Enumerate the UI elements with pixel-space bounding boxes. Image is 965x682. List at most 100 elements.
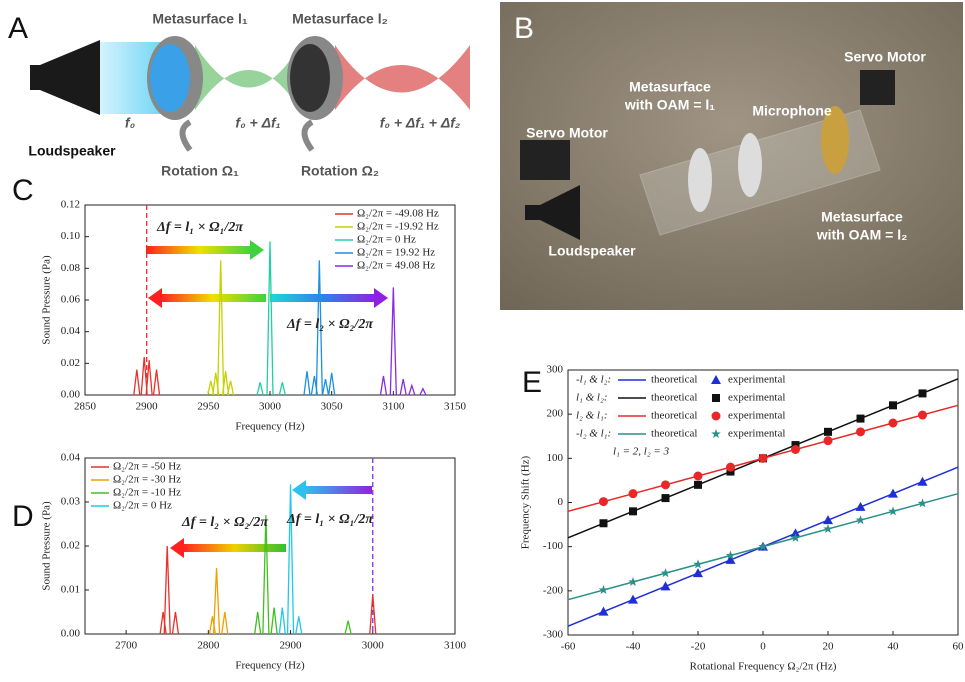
legend-label: experimental	[728, 392, 785, 404]
photo-background	[500, 2, 963, 310]
arrow-head	[170, 538, 184, 558]
label: Metasurface	[821, 209, 903, 225]
marker	[856, 414, 865, 423]
marker	[758, 453, 768, 463]
spectrum-peak	[221, 371, 230, 396]
spectrum-peak	[278, 382, 286, 396]
marker	[917, 476, 928, 486]
y-tick-label: 0.12	[61, 199, 80, 211]
legend-label: Ω₂/2π = 0 Hz	[113, 500, 172, 512]
spectrum-peak	[303, 371, 311, 396]
legend-label: Ω₂/2π = 49.08 Hz	[357, 260, 435, 272]
marker	[823, 524, 833, 534]
y-tick-label: 0.00	[61, 389, 81, 401]
marker	[917, 498, 928, 508]
y-axis-label: Sound Pressure (Pa)	[41, 255, 53, 345]
marker	[758, 541, 768, 551]
spectrum-peak	[152, 369, 161, 396]
spectrum-peak	[278, 607, 286, 635]
marker	[824, 427, 832, 436]
marker	[693, 568, 703, 578]
legend-label: theoretical	[651, 374, 697, 386]
panel-letter: B	[514, 12, 534, 45]
marker	[711, 375, 721, 384]
y-tick-label: 200	[547, 408, 564, 420]
spectrum-peak	[212, 567, 221, 635]
x-tick-label: 3100	[444, 640, 467, 652]
spectrum-peak	[379, 375, 388, 396]
spectrum-peak	[217, 260, 225, 396]
arrow	[182, 544, 286, 552]
legend-name: -l₁ & l₂:	[576, 374, 611, 386]
y-tick-label: 300	[547, 364, 564, 376]
legend-label: Ω₂/2π = 0 Hz	[357, 234, 416, 246]
legend-label: Ω₂/2π = -10 Hz	[113, 487, 181, 499]
marker	[693, 471, 703, 481]
arrow	[304, 486, 372, 494]
y-tick-label: 0.04	[61, 325, 81, 337]
x-tick-label: 0	[760, 641, 766, 653]
spectrum-peak	[221, 611, 229, 635]
marker	[694, 480, 702, 489]
x-tick-label: 3100	[382, 401, 405, 413]
panel-b: B Servo Motor Metasurface with OAM = l₁ …	[500, 2, 963, 310]
spectrum-peak	[262, 515, 270, 635]
arrow	[270, 294, 376, 302]
y-tick-label: 0.02	[61, 357, 80, 369]
panel-a: A Metasurface l₁ Metasurface l₂ f₀ f₀ + …	[8, 11, 470, 179]
arrow-head	[148, 288, 162, 308]
spectrum-peak	[369, 594, 377, 635]
wave	[195, 45, 300, 110]
x-tick-label: 2800	[197, 640, 220, 652]
marker	[660, 581, 671, 591]
x-axis-label: Frequency (Hz)	[235, 660, 305, 672]
annotation: Δf = l₂ × Ω₂/2π	[181, 515, 268, 530]
label: with OAM = l₂	[816, 227, 908, 243]
legend-label: Ω₂/2π = -49.08 Hz	[357, 208, 439, 220]
y-tick-label: -100	[543, 540, 564, 552]
x-tick-label: 3150	[444, 401, 467, 413]
marker	[823, 436, 833, 446]
label: Microphone	[752, 103, 832, 119]
spectrum-peak	[226, 380, 235, 396]
marker	[790, 532, 801, 542]
legend-label: Ω₂/2π = 19.92 Hz	[357, 247, 435, 259]
metasurface-face	[290, 44, 330, 112]
marker	[726, 462, 735, 472]
label: Rotation Ω₁	[161, 163, 239, 179]
marker	[598, 497, 608, 507]
x-tick-label: 60	[953, 641, 965, 653]
y-tick-label: 0.04	[61, 452, 81, 464]
spectrum-peak	[163, 545, 171, 635]
servo-motor	[860, 70, 895, 105]
spectrum-peak	[389, 287, 397, 396]
y-tick-label: 0.06	[61, 294, 81, 306]
legend-name: -l₂ & l₁:	[576, 428, 611, 440]
marker	[918, 389, 927, 398]
spectrum-peak	[133, 369, 141, 396]
spectrum-peak	[171, 611, 180, 635]
label: Metasurface l₁	[152, 11, 247, 27]
x-tick-label: 3000	[362, 640, 385, 652]
marker	[712, 394, 720, 402]
label: Servo Motor	[844, 49, 926, 65]
panel-letter: D	[12, 500, 34, 533]
metasurface-face	[150, 44, 190, 112]
legend-label: theoretical	[651, 392, 697, 404]
label: f₀ + Δf₁	[235, 115, 280, 131]
spectrum-peak	[140, 356, 148, 396]
y-tick-label: 0.01	[61, 584, 80, 596]
spectrum-peak	[419, 387, 427, 396]
y-tick-label: 0.00	[61, 628, 81, 640]
marker	[856, 427, 865, 437]
x-axis-label: Frequency (Hz)	[235, 421, 305, 433]
gear	[821, 106, 849, 174]
label: f₀	[125, 115, 136, 131]
marker	[628, 594, 638, 604]
spectrum-peak	[266, 241, 274, 396]
y-tick-label: -200	[543, 584, 564, 596]
spectrum-peak	[295, 616, 303, 635]
y-tick-label: 100	[547, 452, 564, 464]
arrows	[146, 240, 388, 558]
